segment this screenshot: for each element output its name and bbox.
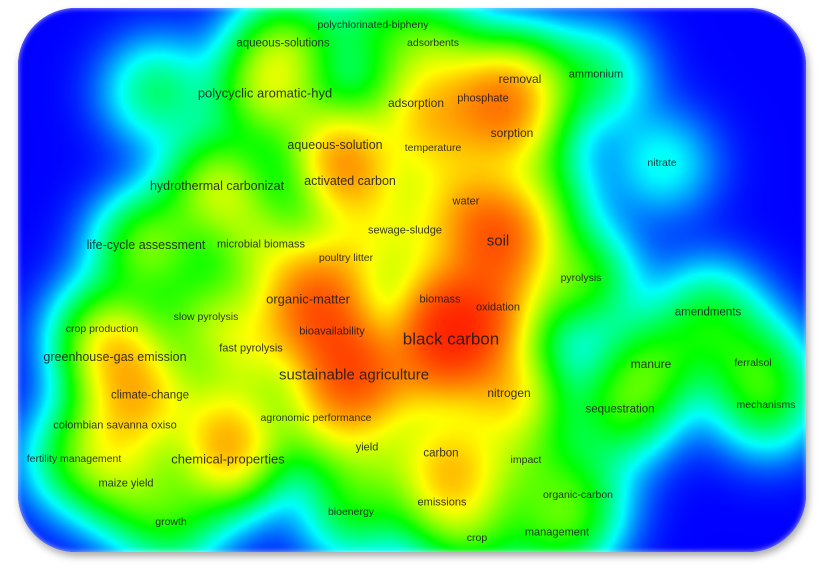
keyword-label[interactable]: nitrate [647,156,677,169]
keyword-label[interactable]: crop [466,531,488,544]
keyword-label[interactable]: fertility management [26,452,122,465]
keyword-label[interactable]: sustainable agriculture [278,366,430,384]
keyword-label[interactable]: sorption [490,126,534,140]
keyword-label[interactable]: bioenergy [327,505,375,518]
keyword-label[interactable]: maize yield [98,477,154,490]
keyword-label[interactable]: sewage-sludge [368,224,442,237]
keyword-label[interactable]: biomass [419,293,461,306]
keyword-label[interactable]: aqueous-solution [287,137,383,152]
keyword-label[interactable]: oxidation [475,301,521,314]
keyword-label[interactable]: soil [486,232,510,250]
keyword-label[interactable]: nitrogen [487,386,531,400]
keyword-label[interactable]: colombian savanna oxiso [53,419,177,432]
keyword-label[interactable]: chemical-properties [171,451,285,467]
keyword-label[interactable]: management [524,526,590,539]
keyword-label[interactable]: polycyclic aromatic-hyd [197,85,333,101]
keyword-label[interactable]: impact [510,453,542,466]
keyword-label[interactable]: climate-change [111,389,189,402]
keyword-label[interactable]: emissions [417,496,467,509]
density-map-frame [18,8,806,552]
keyword-label[interactable]: yield [355,441,379,454]
keyword-label[interactable]: organic-carbon [542,488,614,501]
keyword-label[interactable]: mechanisms [736,398,796,411]
keyword-label[interactable]: agronomic performance [260,411,372,424]
keyword-label[interactable]: growth [155,515,187,528]
keyword-label[interactable]: poultry litter [318,251,374,264]
keyword-label[interactable]: fast pyrolysis [219,342,283,355]
keyword-label[interactable]: activated carbon [304,173,396,188]
keyword-label[interactable]: amendments [674,306,742,319]
keyword-label[interactable]: pyrolysis [560,271,602,284]
keyword-label[interactable]: sequestration [585,403,655,416]
keyword-label[interactable]: adsorption [387,96,445,110]
keyword-label[interactable]: slow pyrolysis [173,310,239,323]
keyword-label[interactable]: ammonium [568,68,624,81]
keyword-label[interactable]: life-cycle assessment [86,237,206,252]
keyword-label[interactable]: crop production [65,322,139,335]
keyword-label[interactable]: aqueous-solutions [236,37,330,50]
keyword-label[interactable]: temperature [404,141,462,154]
keyword-label[interactable]: organic-matter [266,291,350,307]
keyword-label[interactable]: black carbon [402,329,500,349]
keyword-label[interactable]: manure [630,357,672,371]
keyword-label[interactable]: adsorbents [407,36,459,49]
keyword-label[interactable]: phosphate [457,92,509,105]
keyword-label[interactable]: polychlorinated-bipheny [317,18,429,31]
keyword-label[interactable]: microbial biomass [216,238,306,251]
keyword-label[interactable]: ferralsol [734,356,772,369]
keyword-label[interactable]: removal [498,72,542,86]
keyword-label[interactable]: hydrothermal carbonizat [149,178,285,193]
density-heatmap [18,8,806,552]
keyword-label[interactable]: greenhouse-gas emission [43,349,187,364]
keyword-label[interactable]: carbon [423,447,459,460]
keyword-label[interactable]: water [452,195,480,208]
keyword-label[interactable]: bioavailability [299,325,365,338]
